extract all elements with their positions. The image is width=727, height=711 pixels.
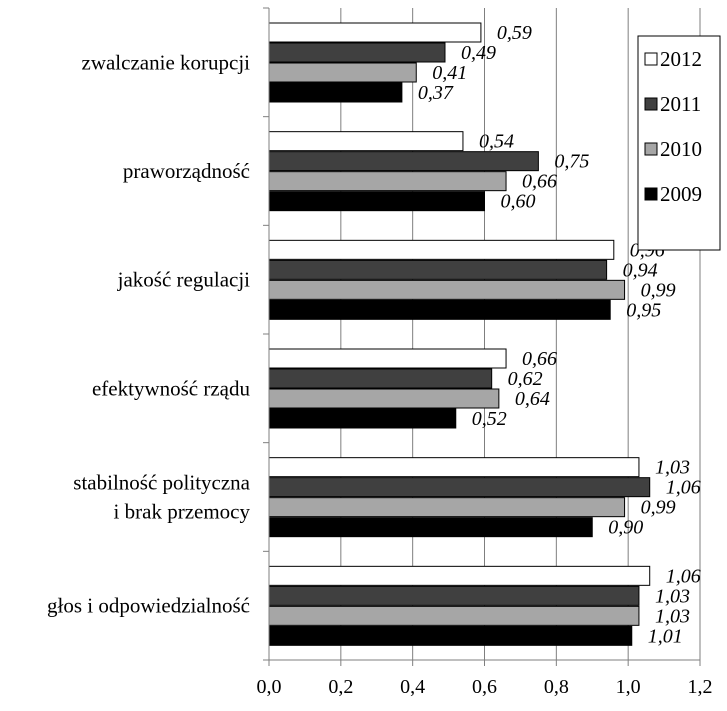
x-tick-label: 1,2 — [688, 676, 713, 698]
bar-2009 — [268, 408, 457, 429]
bar-2011 — [268, 151, 539, 172]
bar-2012 — [268, 565, 651, 586]
legend: 2012 2011 2010 2009 — [637, 35, 721, 251]
x-tick-label: 0,4 — [400, 676, 425, 698]
bar-2012 — [268, 348, 507, 369]
bar-2012 — [268, 457, 640, 478]
bar-2012 — [268, 239, 615, 260]
data-label: 0,54 — [479, 131, 514, 153]
legend-label: 2009 — [660, 182, 702, 206]
data-label: 1,06 — [666, 477, 701, 499]
data-label: 0,41 — [432, 62, 467, 84]
category-label: głos i odpowiedzialność — [47, 594, 250, 618]
bar-2011 — [268, 42, 446, 63]
data-label: 0,62 — [508, 368, 543, 390]
category-label: jakość regulacji — [117, 268, 251, 292]
data-label: 1,01 — [648, 625, 683, 647]
x-tick-label: 0,8 — [544, 676, 569, 698]
x-tick-label: 0,0 — [257, 676, 282, 698]
category-label: efektywność rządu — [92, 376, 251, 400]
bar-2011 — [268, 368, 493, 389]
legend-swatch-2010 — [644, 142, 658, 156]
category-label: zwalczanie korupcji — [82, 50, 251, 74]
data-label: 0,75 — [554, 151, 589, 173]
bar-2010 — [268, 497, 626, 518]
data-label: 0,99 — [641, 497, 676, 519]
bar-2011 — [268, 477, 651, 498]
bar-2011 — [268, 585, 640, 606]
bar-2009 — [268, 625, 633, 646]
legend-label: 2011 — [660, 92, 701, 116]
x-tick-label: 1,0 — [616, 676, 641, 698]
bar-2010 — [268, 62, 417, 83]
data-label: 1,03 — [655, 585, 690, 607]
bar-2012 — [268, 22, 482, 43]
data-label: 1,03 — [655, 457, 690, 479]
data-label: 0,99 — [641, 279, 676, 301]
data-label: 1,03 — [655, 605, 690, 627]
data-label: 0,64 — [515, 388, 550, 410]
data-label: 0,37 — [418, 82, 454, 104]
bar-2009 — [268, 82, 403, 103]
legend-label: 2012 — [660, 47, 702, 71]
bar-2010 — [268, 388, 500, 409]
x-tick-label: 0,6 — [472, 676, 497, 698]
bar-2010 — [268, 171, 507, 192]
bar-2012 — [268, 131, 464, 152]
data-label: 0,66 — [522, 348, 557, 370]
data-label: 0,66 — [522, 171, 557, 193]
category-label: praworządność — [123, 159, 250, 183]
legend-swatch-2012 — [644, 52, 658, 66]
bars — [268, 22, 651, 646]
data-label: 0,94 — [623, 259, 658, 281]
data-label: 0,52 — [472, 408, 507, 430]
bar-2009 — [268, 517, 593, 538]
bar-2009 — [268, 191, 485, 212]
x-tick-label: 0,2 — [328, 676, 353, 698]
axes: 0,0 0,2 0,4 0,6 0,8 1,0 1,2 zwalczanie korupcji… — [47, 7, 713, 698]
bar-2010 — [268, 279, 626, 300]
data-label: 0,59 — [497, 22, 532, 44]
category-label: stabilność polityczna — [73, 471, 250, 495]
data-label: 0,95 — [626, 299, 661, 321]
data-label: 0,49 — [461, 42, 496, 64]
bar-2010 — [268, 605, 640, 626]
legend-label: 2010 — [660, 137, 702, 161]
bar-2011 — [268, 259, 608, 280]
data-label: 0,60 — [501, 191, 536, 213]
legend-swatch-2009 — [644, 187, 658, 201]
data-label: 1,06 — [666, 565, 701, 587]
data-label: 0,90 — [608, 517, 643, 539]
category-label: i brak przemocy — [114, 500, 251, 524]
legend-swatch-2011 — [644, 97, 658, 111]
bar-2009 — [268, 299, 611, 320]
